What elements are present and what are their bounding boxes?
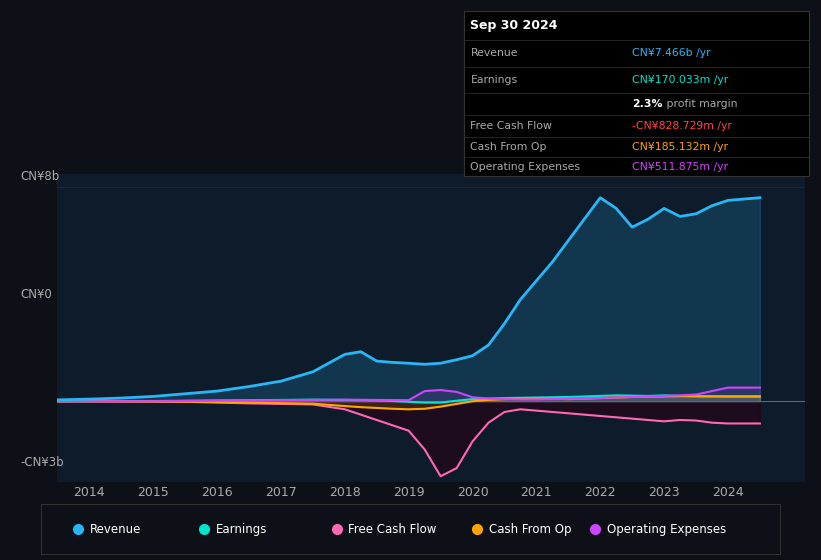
Text: Revenue: Revenue — [470, 48, 518, 58]
Text: Cash From Op: Cash From Op — [470, 142, 547, 152]
Text: Earnings: Earnings — [215, 522, 267, 536]
Text: CN¥0: CN¥0 — [21, 287, 53, 301]
Text: Operating Expenses: Operating Expenses — [607, 522, 727, 536]
Text: Free Cash Flow: Free Cash Flow — [470, 121, 553, 131]
Text: CN¥511.875m /yr: CN¥511.875m /yr — [632, 162, 728, 172]
Text: CN¥170.033m /yr: CN¥170.033m /yr — [632, 74, 728, 85]
Text: -CN¥828.729m /yr: -CN¥828.729m /yr — [632, 121, 732, 131]
Text: CN¥7.466b /yr: CN¥7.466b /yr — [632, 48, 711, 58]
Text: CN¥8b: CN¥8b — [21, 170, 60, 183]
Text: Cash From Op: Cash From Op — [488, 522, 571, 536]
Text: CN¥185.132m /yr: CN¥185.132m /yr — [632, 142, 728, 152]
Text: Free Cash Flow: Free Cash Flow — [348, 522, 437, 536]
Text: Earnings: Earnings — [470, 74, 517, 85]
Text: profit margin: profit margin — [663, 99, 738, 109]
Text: Revenue: Revenue — [89, 522, 141, 536]
Text: Sep 30 2024: Sep 30 2024 — [470, 19, 558, 32]
Text: 2.3%: 2.3% — [632, 99, 663, 109]
Text: -CN¥3b: -CN¥3b — [21, 455, 64, 469]
Text: Operating Expenses: Operating Expenses — [470, 162, 580, 172]
